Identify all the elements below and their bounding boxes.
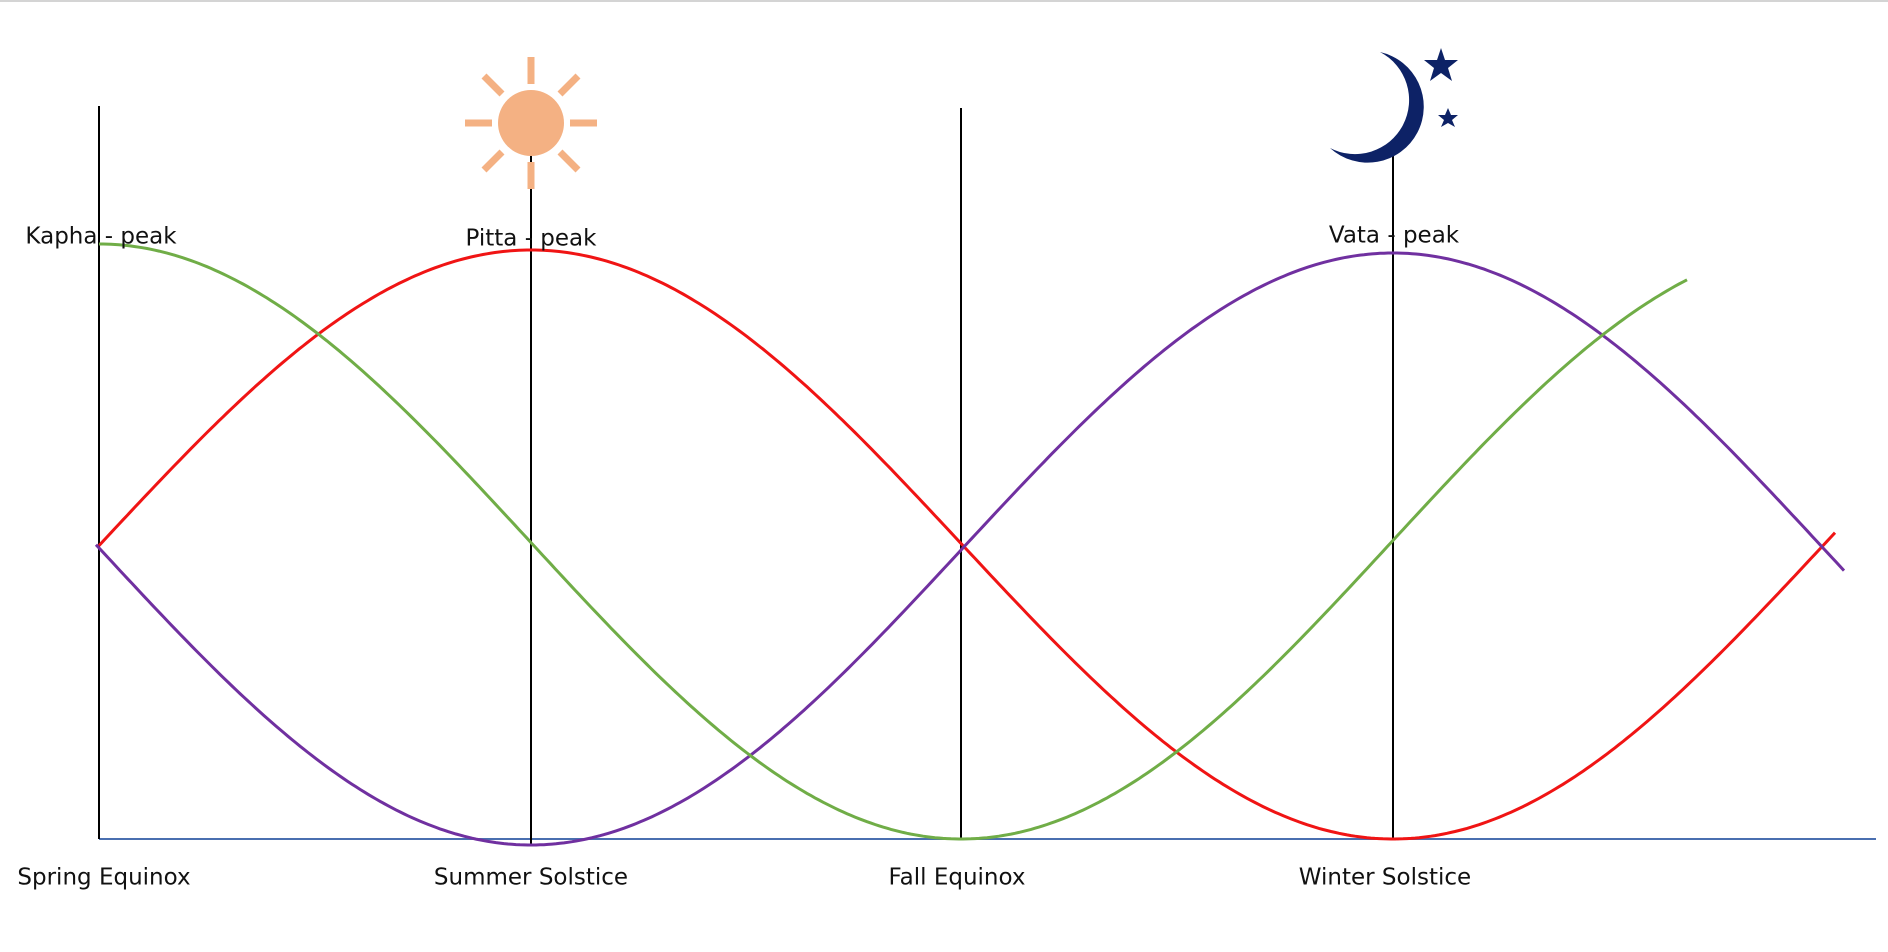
peak-label: Kapha - peak <box>25 224 177 250</box>
pitta-curve <box>97 248 1837 841</box>
sun-icon <box>465 57 597 189</box>
vata-curve <box>94 251 1846 847</box>
season-label: Winter Solstice <box>1299 865 1471 891</box>
peak-label: Pitta - peak <box>466 226 598 252</box>
kapha-curve <box>99 242 1688 841</box>
season-label: Spring Equinox <box>17 865 190 891</box>
season-label: Summer Solstice <box>434 865 628 891</box>
season-label: Fall Equinox <box>889 865 1026 891</box>
moon-icon <box>1330 48 1458 163</box>
peak-label: Vata - peak <box>1329 223 1460 249</box>
